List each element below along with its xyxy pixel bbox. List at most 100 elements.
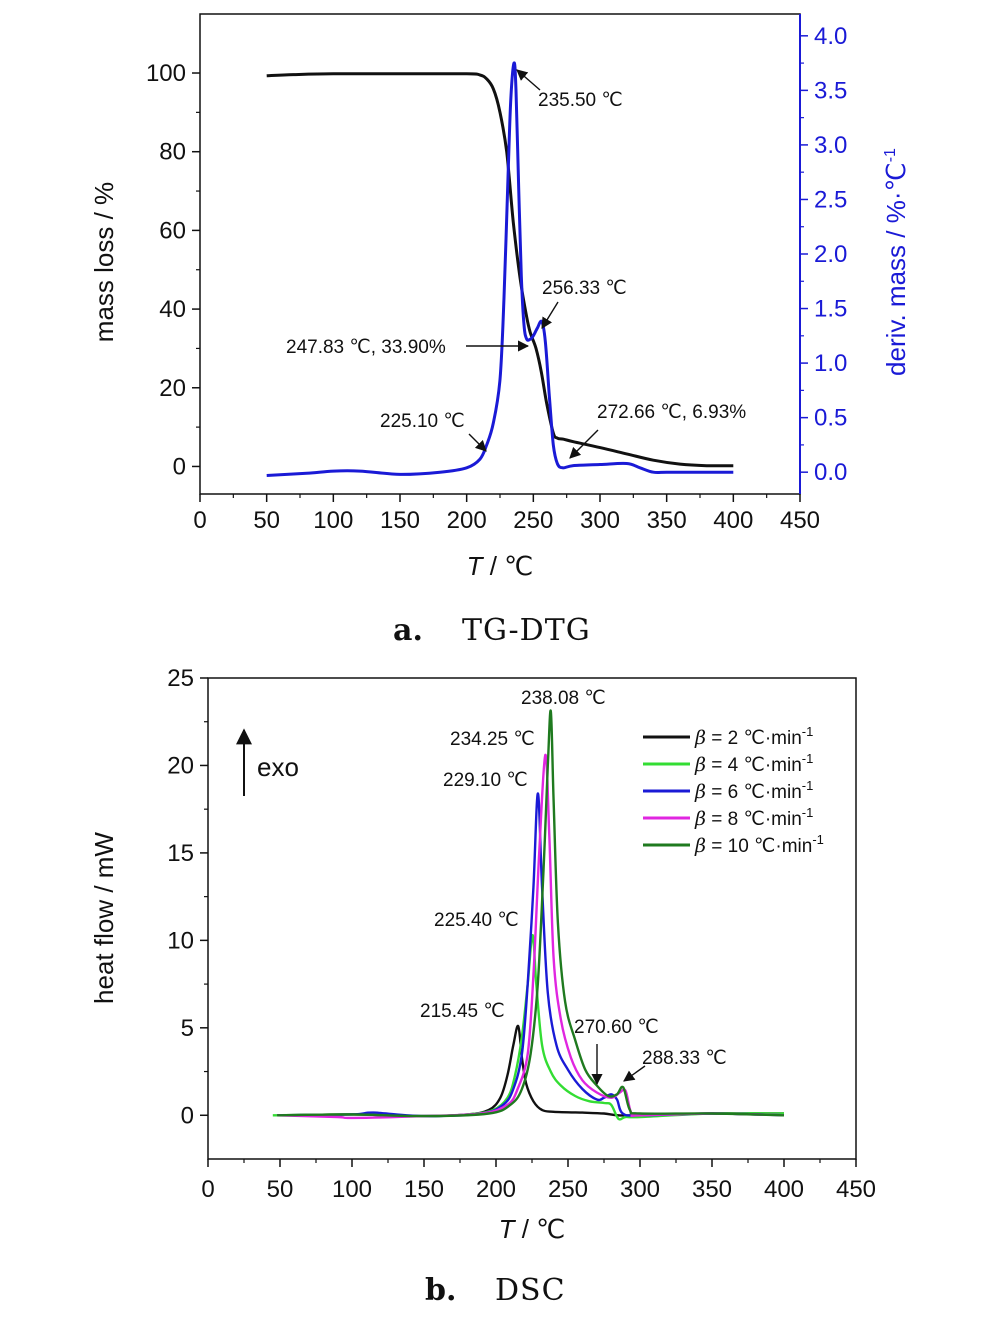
legend-label-b4: β = 4 ℃·min-1	[694, 751, 813, 776]
legend-text-b8: = 8 ℃·min	[706, 809, 802, 830]
legend-beta-b4: β	[694, 754, 706, 776]
tg-x-tick-label-350: 350	[647, 507, 687, 534]
dsc-x-axis-label-unit: / ℃	[515, 1214, 566, 1244]
dtg-curve	[266, 61, 734, 477]
tg-x-tick-label-400: 400	[713, 507, 753, 534]
tg-y-axis-label: mass loss / %	[89, 182, 119, 342]
legend-text-b10: = 10 ℃·min	[706, 836, 812, 857]
tg-x-tick-label-100: 100	[313, 507, 353, 534]
legend-text-b2: = 2 ℃·min	[706, 728, 802, 749]
legend-label-b2: β = 2 ℃·min-1	[694, 724, 813, 749]
dtg-y2-tick-label-0.5: 0.5	[814, 405, 847, 432]
dsc-x-tick-label-350: 350	[692, 1176, 732, 1203]
legend-sup-b8: -1	[802, 805, 814, 820]
dsc-x-tick-label-200: 200	[476, 1176, 516, 1203]
legend-item-b8: β = 8 ℃·min-1	[643, 805, 813, 830]
ann-225-10: 225.10 ℃	[380, 411, 465, 432]
dsc-curve-4	[277, 709, 785, 1118]
dsc-y-tick-label-0: 0	[181, 1102, 194, 1129]
tg-y-tick-label-20: 20	[159, 375, 186, 402]
dtg-y2-tick-label-2.5: 2.5	[814, 186, 847, 213]
legend-beta-b2: β	[694, 727, 706, 749]
legend-label-b10: β = 10 ℃·min-1	[694, 832, 824, 857]
tg-y-tick-label-0: 0	[173, 453, 186, 480]
ann-225-40: 225.40 ℃	[434, 910, 519, 931]
dtg-y2-tick-label-1.5: 1.5	[814, 296, 847, 323]
ann-288-33: 288.33 ℃	[642, 1048, 727, 1069]
ann-arrow-256	[541, 301, 559, 329]
tg-x-axis-label-var: T	[467, 551, 485, 581]
ann-229-10: 229.10 ℃	[443, 770, 528, 791]
tg-x-axis-label: T / ℃	[467, 551, 534, 581]
dtg-y2-tick-label-2.0: 2.0	[814, 241, 847, 268]
caption-b-letter: b.	[425, 1273, 456, 1308]
ann-215-45: 215.45 ℃	[420, 1001, 505, 1022]
ann-arrow-225	[468, 433, 487, 452]
dtg-y2-tick-label-3.0: 3.0	[814, 132, 847, 159]
ann-238-08: 238.08 ℃	[521, 688, 606, 709]
dtg-y2-tick-label-4.0: 4.0	[814, 23, 847, 50]
caption-b-text: DSC	[495, 1273, 566, 1308]
ann-235-50: 235.50 ℃	[538, 90, 623, 111]
dsc-y-axis-label: heat flow / mW	[89, 832, 119, 1004]
ann-247-83: 247.83 ℃, 33.90%	[286, 337, 446, 358]
dtg-y2-axis-label: deriv. mass / %·℃-1	[881, 148, 911, 376]
ann-270-60: 270.60 ℃	[574, 1017, 659, 1038]
tg-dtg-chart: 0 50 100 150 200 250 300 350 400 450 0 20 40 60 80 100 0…	[89, 13, 911, 581]
dsc-x-tick-label-300: 300	[620, 1176, 660, 1203]
dsc-x-axis-label: T / ℃	[499, 1214, 566, 1244]
ann-arrow-288	[623, 1065, 646, 1082]
legend-item-b4: β = 4 ℃·min-1	[643, 751, 813, 776]
legend-sup-b2: -1	[802, 724, 814, 739]
ann-234-25: 234.25 ℃	[450, 729, 535, 750]
tg-x-tick-label-0: 0	[193, 507, 206, 534]
dsc-y-tick-label-10: 10	[167, 927, 194, 954]
legend-text-b4: = 4 ℃·min	[706, 755, 802, 776]
legend-item-b2: β = 2 ℃·min-1	[643, 724, 813, 749]
ann-256-33: 256.33 ℃	[542, 278, 627, 299]
dsc-x-tick-label-0: 0	[201, 1176, 214, 1203]
dsc-x-tick-label-150: 150	[404, 1176, 444, 1203]
ann-arrow-272	[569, 429, 599, 459]
ann-272-66: 272.66 ℃, 6.93%	[597, 402, 746, 423]
caption-a-text: TG-DTG	[462, 613, 591, 648]
tg-x-tick-label-200: 200	[447, 507, 487, 534]
dtg-y2-axis-label-main: deriv. mass / %·℃	[881, 162, 911, 376]
tg-y-tick-label-80: 80	[159, 139, 186, 166]
dsc-y-tick-label-15: 15	[167, 840, 194, 867]
dsc-x-tick-label-400: 400	[764, 1176, 804, 1203]
legend-label-b6: β = 6 ℃·min-1	[694, 778, 813, 803]
dsc-y-tick-label-25: 25	[167, 665, 194, 692]
dtg-y2-tick-label-1.0: 1.0	[814, 350, 847, 377]
legend-beta-b6: β	[694, 781, 706, 803]
tg-x-axis-label-unit: / ℃	[483, 551, 534, 581]
dsc-y-tick-label-5: 5	[181, 1015, 194, 1042]
tg-x-tick-label-250: 250	[513, 507, 553, 534]
legend-label-b8: β = 8 ℃·min-1	[694, 805, 813, 830]
legend-text-b6: = 6 ℃·min	[706, 782, 802, 803]
dtg-y2-tick-label-0.0: 0.0	[814, 459, 847, 486]
tg-x-tick-label-300: 300	[580, 507, 620, 534]
legend-sup-b10: -1	[812, 832, 824, 847]
dsc-x-tick-label-450: 450	[836, 1176, 876, 1203]
legend-item-b10: β = 10 ℃·min-1	[643, 832, 824, 857]
tg-x-tick-label-50: 50	[253, 507, 280, 534]
dsc-x-tick-label-100: 100	[332, 1176, 372, 1203]
dtg-y2-axis-label-sup: -1	[882, 148, 899, 162]
dsc-x-tick-label-50: 50	[267, 1176, 294, 1203]
dsc-legend: β = 2 ℃·min-1 β = 4 ℃·min-1 β = 6 ℃·min-…	[643, 724, 824, 857]
legend-beta-b8: β	[694, 808, 706, 830]
dsc-curve-0	[277, 1024, 785, 1118]
tg-y-tick-label-60: 60	[159, 217, 186, 244]
ann-arrow-235	[516, 69, 541, 91]
exo-label: exo	[257, 752, 299, 782]
tg-x-tick-label-450: 450	[780, 507, 820, 534]
legend-item-b6: β = 6 ℃·min-1	[643, 778, 813, 803]
dsc-chart: 0 50 100 150 200 250 300 350 400 450 0 5 10 15 20 25 he…	[89, 665, 876, 1244]
legend-beta-b10: β	[694, 835, 706, 857]
dsc-x-tick-label-250: 250	[548, 1176, 588, 1203]
tg-x-tick-label-150: 150	[380, 507, 420, 534]
tg-y-tick-label-100: 100	[146, 60, 186, 87]
dsc-y-tick-label-20: 20	[167, 752, 194, 779]
